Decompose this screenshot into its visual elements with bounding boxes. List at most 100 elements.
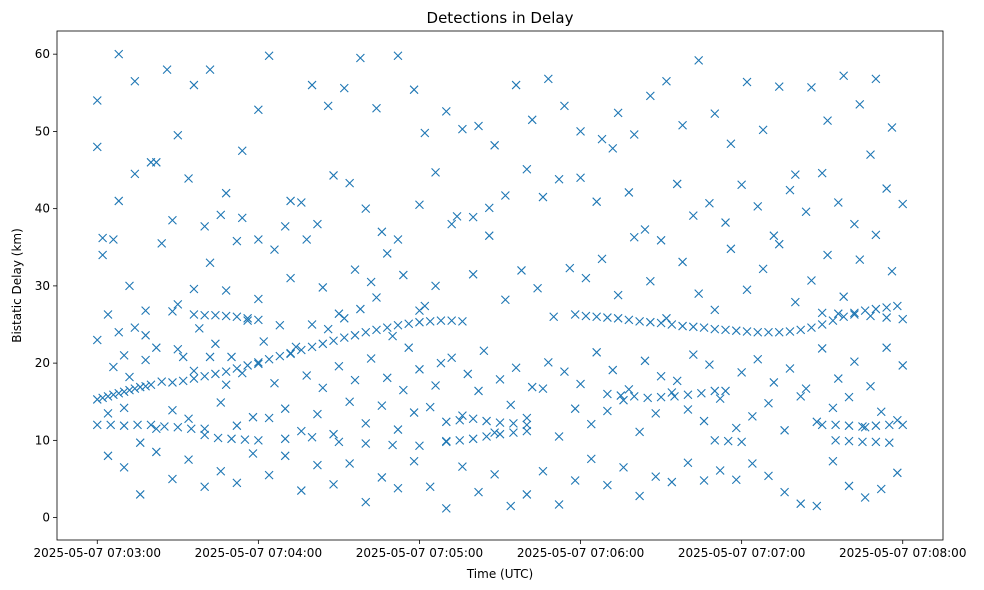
data-point [92, 96, 102, 105]
data-point [892, 301, 902, 311]
data-point [329, 479, 338, 489]
data-point [764, 471, 773, 481]
data-point [608, 144, 618, 153]
data-point [522, 420, 532, 430]
data-point [157, 377, 167, 387]
data-point [382, 373, 392, 383]
x-tick-label: 2025-05-07 07:04:00 [195, 546, 322, 560]
data-point [355, 53, 365, 63]
data-point [329, 429, 338, 439]
data-point [103, 391, 113, 401]
data-point [769, 231, 779, 241]
data-point [774, 239, 784, 249]
data-point [710, 435, 720, 445]
data-point [742, 327, 752, 336]
data-point [753, 327, 763, 337]
data-point [570, 310, 580, 319]
data-point [350, 265, 360, 275]
data-point [871, 437, 881, 447]
data-point [482, 432, 491, 441]
data-point [264, 413, 274, 423]
data-point [334, 309, 344, 319]
data-point [839, 71, 849, 81]
data-point [415, 364, 424, 374]
data-point [576, 379, 585, 389]
data-point [151, 343, 161, 353]
data-point [307, 342, 317, 352]
data-point [221, 311, 231, 321]
data-point [114, 388, 124, 398]
data-point [603, 389, 612, 399]
data-point [393, 425, 403, 434]
data-point [200, 222, 210, 231]
data-point [482, 416, 491, 426]
data-point [678, 321, 687, 331]
data-point [253, 315, 263, 325]
data-point [662, 76, 671, 86]
data-point [500, 295, 510, 305]
data-point [211, 369, 220, 379]
data-point [243, 361, 253, 370]
data-point [146, 380, 156, 390]
data-point [119, 387, 129, 397]
data-point [884, 420, 894, 430]
data-point [468, 414, 478, 424]
data-point [672, 179, 682, 189]
data-point [785, 327, 795, 336]
data-point [259, 337, 269, 346]
x-tick-label: 2025-05-07 07:05:00 [356, 546, 483, 560]
data-point [388, 440, 397, 450]
data-point [543, 74, 553, 84]
data-point [216, 466, 226, 476]
data-point [699, 416, 709, 426]
data-point [538, 192, 548, 202]
data-point [232, 478, 242, 488]
data-point [898, 199, 908, 209]
y-tick-label: 30 [35, 279, 50, 293]
data-point [866, 381, 875, 391]
data-point [98, 393, 108, 403]
data-point [135, 438, 145, 448]
data-point [221, 380, 231, 390]
data-point [130, 384, 140, 394]
data-point [339, 83, 349, 93]
data-point [221, 286, 231, 295]
data-point [200, 371, 210, 381]
data-point [887, 266, 897, 276]
data-point [592, 347, 602, 357]
data-point [511, 363, 521, 373]
data-point [774, 82, 784, 92]
y-axis: 0 10 20 30 40 50 60 [35, 47, 57, 525]
data-point [409, 85, 419, 95]
data-point [119, 351, 129, 360]
data-point [441, 417, 451, 427]
data-point [382, 323, 392, 332]
data-point [549, 312, 559, 322]
data-point [318, 383, 328, 393]
data-point [833, 198, 843, 207]
data-point [160, 422, 169, 431]
data-point [452, 211, 462, 221]
data-point [737, 437, 747, 447]
data-point [667, 320, 677, 329]
data-point [533, 283, 542, 293]
data-point [415, 317, 424, 327]
data-markers [92, 49, 908, 513]
data-point [307, 320, 317, 329]
data-point [455, 435, 465, 445]
data-point [871, 421, 881, 431]
data-point [361, 418, 371, 428]
data-point [108, 235, 118, 244]
data-point [168, 378, 177, 387]
data-point [372, 103, 381, 113]
x-tick-label: 2025-05-07 07:03:00 [34, 546, 161, 560]
data-point [570, 404, 580, 414]
data-point [232, 236, 242, 246]
data-point [635, 491, 645, 501]
x-tick-label: 2025-05-07 07:07:00 [678, 546, 805, 560]
data-point [168, 474, 177, 484]
data-point [500, 191, 510, 200]
data-point [184, 455, 193, 465]
data-point [726, 244, 736, 254]
